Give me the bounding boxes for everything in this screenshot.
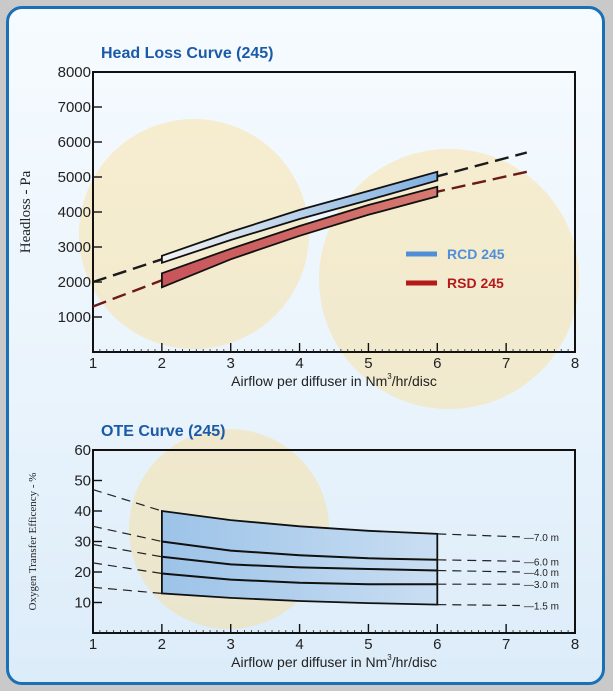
x-tick-label: 2 <box>158 355 166 372</box>
x-tick-label: 8 <box>571 355 579 372</box>
x-tick-label: 2 <box>158 636 166 653</box>
y-tick-label: 60 <box>74 442 91 459</box>
series-dashed-line <box>92 586 162 594</box>
y-tick-label: 30 <box>74 534 91 551</box>
ote-band <box>161 509 439 606</box>
y-tick-label: 3000 <box>58 239 91 256</box>
plot-frame <box>92 71 576 353</box>
y-tick-label: 50 <box>74 473 91 490</box>
series-dashed-line <box>92 562 162 575</box>
y-tick-label: 5000 <box>58 169 91 186</box>
series-label: —3.0 m <box>524 580 559 591</box>
series-label: —7.0 m <box>524 533 559 544</box>
legend-label: RSD 245 <box>447 275 504 291</box>
series-label: —1.5 m <box>524 602 559 613</box>
series-dashed-line <box>92 543 163 558</box>
y-axis-label: Oxygen Transfer Efficency - % <box>27 473 39 611</box>
y-tick-label: 8000 <box>58 64 91 81</box>
x-tick-label: 3 <box>227 355 235 372</box>
legend-label: RCD 245 <box>447 246 505 262</box>
x-tick-label: 4 <box>295 355 303 372</box>
series-label: —4.0 m <box>524 568 559 579</box>
y-tick-label: 4000 <box>58 204 91 221</box>
series-dashed-line <box>92 151 528 284</box>
x-tick-label: 1 <box>89 355 97 372</box>
series-label: —6.0 m <box>524 557 559 568</box>
x-axis-label: Airflow per diffuser in Nm3/hr/disc <box>231 372 437 389</box>
series-dashed-line <box>437 559 520 562</box>
series-band <box>161 185 439 289</box>
y-tick-label: 7000 <box>58 99 91 116</box>
x-tick-label: 6 <box>433 355 441 372</box>
x-tick-label: 4 <box>295 636 303 653</box>
x-axis-label: Airflow per diffuser in Nm3/hr/disc <box>231 653 437 670</box>
series-line <box>161 555 438 572</box>
y-tick-label: 2000 <box>58 274 91 291</box>
x-tick-label: 8 <box>571 636 579 653</box>
series-dashed-line <box>437 533 520 538</box>
x-tick-label: 7 <box>502 355 510 372</box>
y-tick-label: 20 <box>74 564 91 581</box>
series-dashed-line <box>92 489 163 512</box>
y-tick-label: 10 <box>74 595 91 612</box>
series-dashed-line <box>437 604 520 607</box>
x-tick-label: 5 <box>364 636 372 653</box>
y-tick-label: 1000 <box>58 309 91 326</box>
ote-chart-title: OTE Curve (245) <box>101 423 226 440</box>
series-dashed-line <box>437 569 520 573</box>
series-band <box>161 170 439 265</box>
x-tick-label: 5 <box>364 355 372 372</box>
series-dashed-line <box>92 525 163 543</box>
watermark-shape <box>79 119 309 349</box>
y-axis-label: Headloss - Pa <box>18 170 34 253</box>
y-tick-label: 40 <box>74 503 91 520</box>
y-tick-label: 6000 <box>58 134 91 151</box>
x-tick-label: 7 <box>502 636 510 653</box>
series-line <box>161 572 438 586</box>
x-tick-label: 6 <box>433 636 441 653</box>
x-tick-label: 3 <box>227 636 235 653</box>
x-tick-label: 1 <box>89 636 97 653</box>
series-line <box>161 540 438 561</box>
headloss-chart-title: Head Loss Curve (245) <box>101 45 274 62</box>
